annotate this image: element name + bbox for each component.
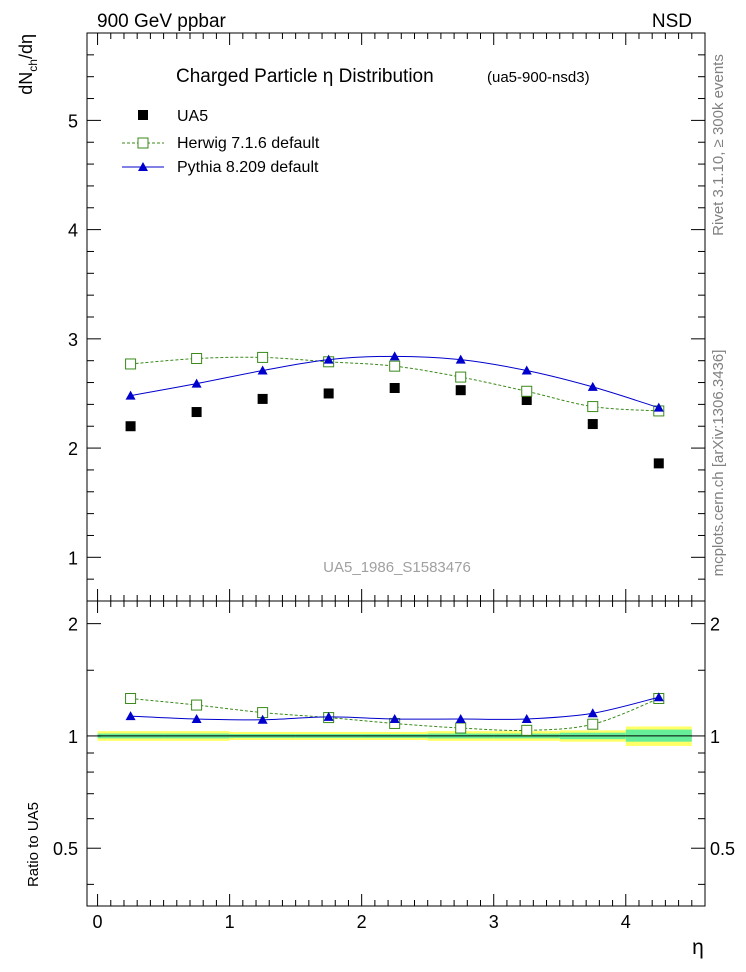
process-label: NSD: [652, 11, 692, 32]
uncertainty-bands: [97, 726, 692, 746]
series-pythia-point-ratio-1: [191, 714, 202, 724]
ratio-panel-frame: [86, 600, 706, 907]
series-ua5-point-main-1: [191, 407, 202, 418]
y-tick-label-ratio-2: 2: [68, 615, 78, 635]
series-herwig-point-main-2: [257, 351, 269, 363]
series-pythia-point-main-2: [257, 365, 268, 375]
y-tick-label-ratio-right-2: 2: [710, 615, 720, 635]
y-tick-label-main-3: 4: [68, 221, 78, 241]
legend: UA5 Herwig 7.1.6 default Pythia 8.209 de…: [122, 108, 320, 176]
y-tick-label-main-0: 1: [68, 548, 78, 568]
series-herwig-point-ratio-1: [191, 699, 203, 711]
series-pythia-point-main-8: [653, 402, 664, 412]
series-pythia-point-ratio-3: [323, 711, 334, 721]
series-pythia-point-main-4: [389, 351, 400, 361]
x-axis-label: η: [692, 936, 704, 959]
axis-ticks: 0 1 2 3 4 1 2 3 4 5 0.5 0.5 1 1 2 2: [53, 32, 735, 932]
y-axis-label-main: dNch/dη: [16, 34, 40, 95]
x-tick-label-3: 3: [489, 912, 499, 932]
series-herwig-point-ratio-0: [125, 692, 137, 704]
x-tick-label-0: 0: [93, 912, 103, 932]
y-tick-label-ratio-right-1: 1: [710, 727, 720, 747]
y-tick-label-ratio-right-0: 0.5: [710, 839, 735, 859]
series-pythia-point-ratio-4: [389, 714, 400, 724]
series-pythia-point-ratio-2: [257, 714, 268, 724]
series-pythia-point-main-1: [191, 378, 202, 388]
legend-ua5-marker: [138, 110, 148, 120]
series-herwig-point-main-0: [125, 358, 137, 370]
series-herwig-point-main-4: [389, 360, 401, 372]
analysis-watermark: UA5_1986_S1583476: [323, 559, 471, 576]
series-pythia-point-ratio-8: [653, 692, 664, 702]
series-herwig-point-ratio-6: [521, 724, 533, 736]
series-pythia-point-main-5: [455, 354, 466, 364]
chart-title: Charged Particle η Distribution: [176, 66, 434, 87]
series-herwig-point-main-7: [587, 401, 599, 413]
series-pythia-point-ratio-6: [521, 714, 532, 724]
legend-herwig-marker: [137, 137, 149, 149]
series-pythia-point-main-3: [323, 354, 334, 364]
y-tick-label-ratio-0: 0.5: [53, 839, 78, 859]
mcplots-label: mcplots.cern.ch [arXiv:1306.3436]: [710, 350, 727, 577]
series-pythia-point-main-0: [125, 390, 136, 400]
series-ua5-point-main-6: [521, 395, 532, 406]
x-tick-label-1: 1: [225, 912, 235, 932]
series-pythia-point-ratio-0: [125, 711, 136, 721]
y-tick-label-main-2: 3: [68, 330, 78, 350]
series-herwig-point-main-5: [455, 371, 467, 383]
rivet-label: Rivet 3.1.10, ≥ 300k events: [710, 54, 727, 236]
y-tick-label-main-1: 2: [68, 439, 78, 459]
legend-pythia-marker: [138, 162, 148, 171]
legend-ua5-label: UA5: [177, 108, 208, 125]
series-ua5-point-main-5: [455, 385, 466, 396]
series-herwig-point-main-6: [521, 385, 533, 397]
series-ua5-point-main-7: [587, 419, 598, 430]
series-herwig-point-ratio-5: [455, 722, 467, 734]
series-ua5-point-main-0: [125, 421, 136, 432]
series-pythia-point-main-7: [587, 381, 598, 391]
series-pythia-point-main-6: [521, 365, 532, 375]
y-tick-label-ratio-1: 1: [68, 727, 78, 747]
series-ua5-point-main-8: [653, 458, 664, 469]
series-pythia-point-ratio-7: [587, 708, 598, 718]
series-herwig-line-main: [130, 356, 659, 412]
y-tick-label-main-4: 5: [68, 111, 78, 131]
energy-label: 900 GeV ppbar: [97, 11, 227, 32]
legend-herwig-label: Herwig 7.1.6 default: [177, 135, 320, 152]
series-ua5-point-main-3: [323, 388, 334, 399]
series-ua5-point-main-2: [257, 393, 268, 404]
series-herwig-point-main-1: [191, 353, 203, 365]
data-series: [125, 351, 665, 736]
x-tick-label-2: 2: [357, 912, 367, 932]
legend-pythia-label: Pythia 8.209 default: [177, 159, 319, 176]
x-tick-label-4: 4: [621, 912, 631, 932]
series-ua5-point-main-4: [389, 383, 400, 393]
chart-subtitle: (ua5-900-nsd3): [487, 69, 590, 86]
series-pythia-point-ratio-5: [455, 714, 466, 724]
series-herwig-point-ratio-7: [587, 718, 599, 730]
y-axis-label-ratio: Ratio to UA5: [25, 802, 42, 887]
